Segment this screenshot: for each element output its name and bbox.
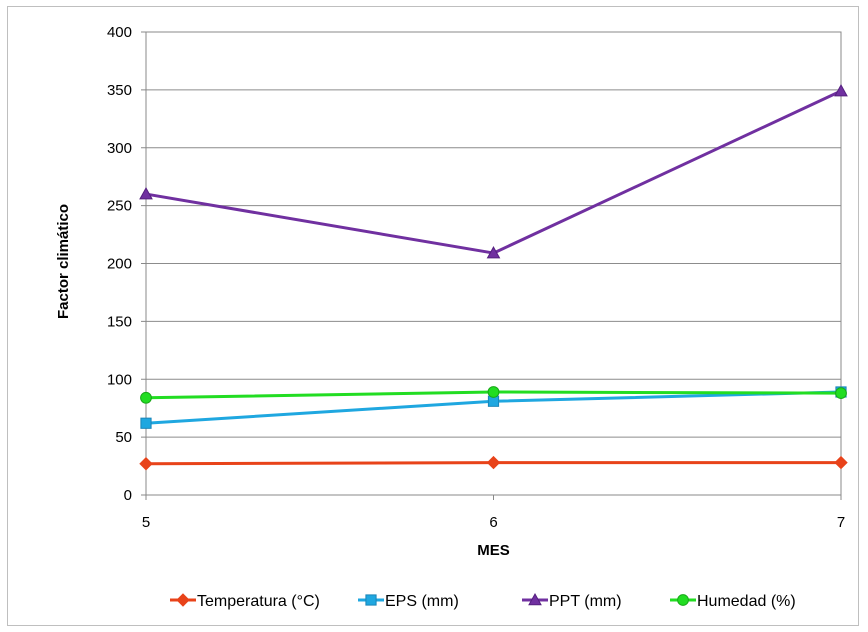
legend-item: PPT (mm) [522, 592, 622, 610]
y-tick-label: 350 [107, 82, 132, 99]
x-tick-label: 6 [489, 514, 497, 531]
y-axis-ticks: 0 50 100 150 200 250 300 350 400 [107, 24, 146, 504]
series-line [145, 89, 842, 255]
legend-marker [528, 592, 542, 606]
data-point [834, 84, 848, 97]
y-tick-label: 250 [107, 198, 132, 215]
series-2 [139, 84, 848, 259]
data-point [140, 391, 152, 404]
data-point [486, 246, 501, 259]
legend-marker [365, 594, 377, 606]
x-tick-label: 7 [837, 514, 845, 531]
legend-label: Temperatura (°C) [197, 593, 320, 610]
legend-item: Temperatura (°C) [170, 593, 320, 610]
data-point [486, 455, 501, 470]
x-axis-ticks: 5 6 7 [142, 495, 845, 531]
y-tick-label: 300 [107, 140, 132, 157]
x-tick-label: 5 [142, 514, 150, 531]
legend-item: Humedad (%) [670, 593, 796, 610]
legend-item: EPS (mm) [358, 593, 459, 610]
series-3 [140, 386, 847, 404]
series-0 [139, 455, 848, 471]
legend-label: PPT (mm) [549, 593, 622, 610]
x-axis-title: MES [477, 542, 510, 559]
gridlines [146, 31, 841, 496]
y-tick-label: 0 [124, 487, 132, 504]
legend: Temperatura (°C) EPS (mm) PPT (mm) Humedad … [170, 592, 796, 610]
y-tick-label: 400 [107, 24, 132, 41]
data-point [139, 457, 153, 471]
y-tick-label: 50 [115, 429, 132, 446]
data-point [835, 387, 847, 400]
legend-marker [176, 593, 190, 607]
legend-marker [677, 594, 689, 606]
legend-label: Humedad (%) [697, 593, 796, 610]
data-point [140, 417, 152, 429]
legend-label: EPS (mm) [385, 593, 459, 610]
data-point [139, 187, 153, 200]
y-tick-label: 100 [107, 371, 132, 388]
series-layer [139, 84, 848, 471]
chart-frame [7, 6, 859, 626]
data-point [487, 386, 500, 398]
y-tick-label: 200 [107, 256, 132, 273]
y-tick-label: 150 [107, 313, 132, 330]
data-point [834, 455, 848, 470]
y-axis-title: Factor climático [55, 204, 72, 319]
